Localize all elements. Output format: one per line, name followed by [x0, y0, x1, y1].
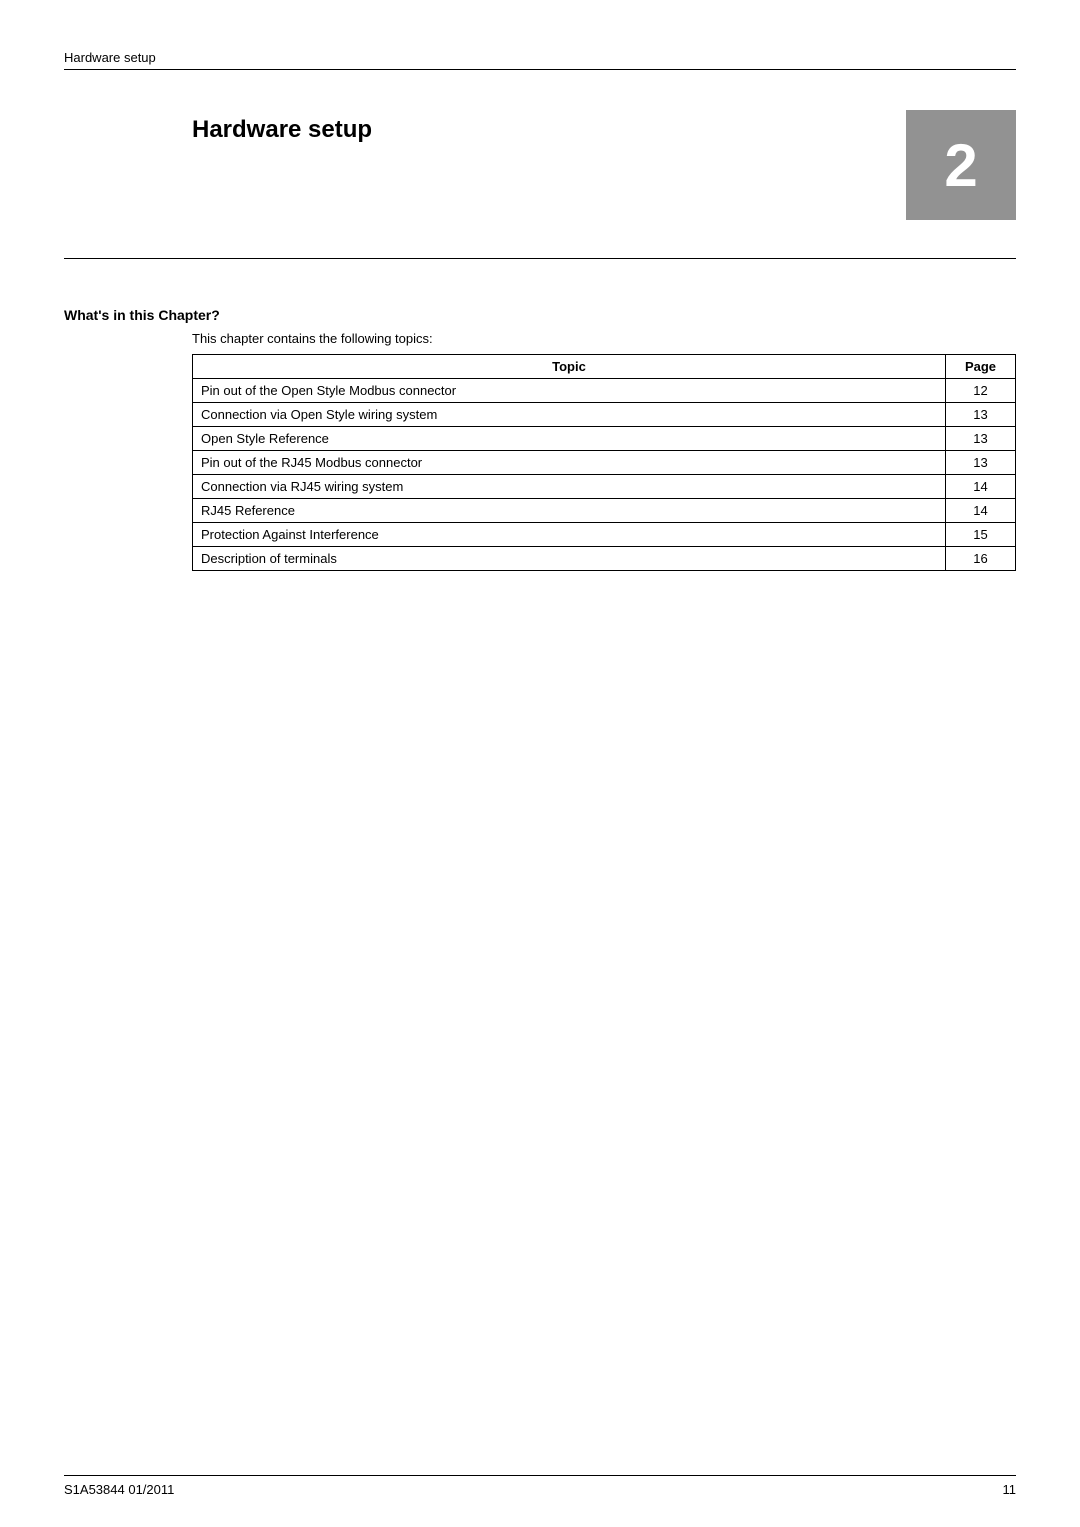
- topic-cell: Protection Against Interference: [193, 523, 946, 547]
- chapter-number-box: 2: [906, 110, 1016, 220]
- page-container: Hardware setup Hardware setup 2 What's i…: [0, 0, 1080, 1527]
- page-header: Hardware setup: [64, 50, 1016, 70]
- topic-cell: RJ45 Reference: [193, 499, 946, 523]
- running-header-text: Hardware setup: [64, 50, 1016, 65]
- table-row: Description of terminals 16: [193, 547, 1016, 571]
- section-heading: What's in this Chapter?: [64, 307, 1016, 323]
- table-body: Pin out of the Open Style Modbus connect…: [193, 379, 1016, 571]
- page-footer: S1A53844 01/2011 11: [64, 1475, 1016, 1497]
- footer-page-number: 11: [1003, 1482, 1017, 1497]
- table-row: Open Style Reference 13: [193, 427, 1016, 451]
- table-row: Pin out of the RJ45 Modbus connector 13: [193, 451, 1016, 475]
- table-row: Connection via Open Style wiring system …: [193, 403, 1016, 427]
- chapter-number: 2: [944, 131, 977, 200]
- table-header-topic: Topic: [193, 355, 946, 379]
- page-cell: 14: [946, 475, 1016, 499]
- section-intro: This chapter contains the following topi…: [192, 331, 1016, 346]
- divider-line: [64, 258, 1016, 259]
- topic-cell: Connection via Open Style wiring system: [193, 403, 946, 427]
- chapter-title-row: Hardware setup 2: [64, 110, 1016, 220]
- page-cell: 12: [946, 379, 1016, 403]
- topic-cell: Pin out of the RJ45 Modbus connector: [193, 451, 946, 475]
- topic-cell: Connection via RJ45 wiring system: [193, 475, 946, 499]
- topic-cell: Description of terminals: [193, 547, 946, 571]
- page-cell: 13: [946, 451, 1016, 475]
- page-cell: 13: [946, 403, 1016, 427]
- chapter-title: Hardware setup: [192, 116, 372, 144]
- table-row: Protection Against Interference 15: [193, 523, 1016, 547]
- page-cell: 14: [946, 499, 1016, 523]
- table-header-page: Page: [946, 355, 1016, 379]
- page-cell: 13: [946, 427, 1016, 451]
- topic-cell: Pin out of the Open Style Modbus connect…: [193, 379, 946, 403]
- page-cell: 15: [946, 523, 1016, 547]
- content-area: Hardware setup 2 What's in this Chapter?…: [64, 110, 1016, 1475]
- table-row: Pin out of the Open Style Modbus connect…: [193, 379, 1016, 403]
- table-header-row: Topic Page: [193, 355, 1016, 379]
- topics-table: Topic Page Pin out of the Open Style Mod…: [192, 354, 1016, 571]
- table-row: RJ45 Reference 14: [193, 499, 1016, 523]
- page-cell: 16: [946, 547, 1016, 571]
- topic-cell: Open Style Reference: [193, 427, 946, 451]
- footer-doc-ref: S1A53844 01/2011: [64, 1482, 174, 1497]
- table-row: Connection via RJ45 wiring system 14: [193, 475, 1016, 499]
